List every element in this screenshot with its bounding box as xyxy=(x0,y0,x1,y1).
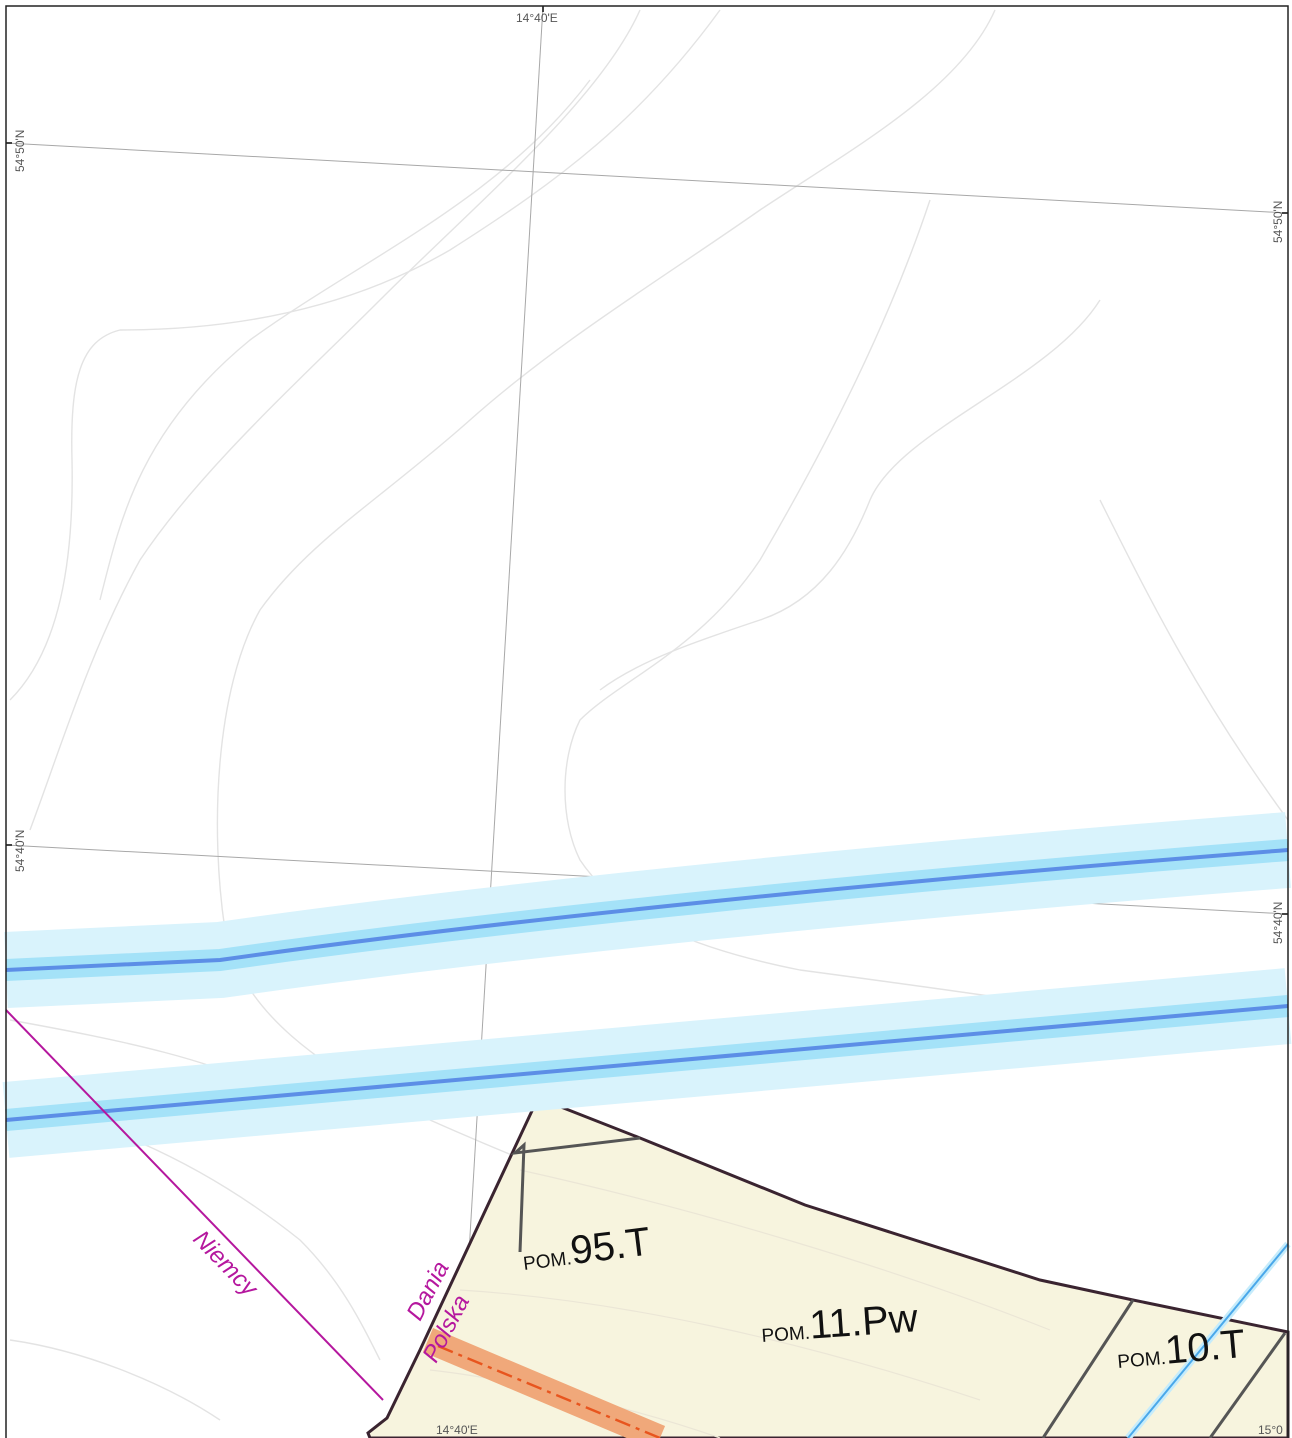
pipeline-upper xyxy=(5,848,1289,972)
pipeline-lower xyxy=(5,1004,1289,1122)
coord-lon-top: 14°40'E xyxy=(516,11,558,25)
pipelines xyxy=(2,812,1292,1158)
coord-lat-left-upper: 54°50'N xyxy=(13,130,27,172)
area-pom-10-t-boundary-right xyxy=(1208,1332,1287,1438)
lat-line-54-50 xyxy=(5,142,1289,214)
coord-lat-left-lower: 54°40'N xyxy=(13,830,27,872)
area-label-pom-10-t: POM.10.T xyxy=(1115,1322,1247,1377)
coord-lon-bottom-right: 15°0 xyxy=(1258,1423,1283,1437)
frame-ticks xyxy=(6,6,1288,915)
area-pom-95-t-boundary xyxy=(510,1136,641,1253)
svg-text:POM.11.Pw: POM.11.Pw xyxy=(760,1296,920,1351)
map-frame xyxy=(5,5,1289,1438)
cable-corridor xyxy=(422,1328,666,1438)
state-borders xyxy=(5,1009,384,1401)
lon-line-14-40 xyxy=(457,5,544,1438)
border-de-pl xyxy=(5,1009,384,1401)
area-pom-10-t-boundary-left xyxy=(1041,1299,1135,1438)
coord-lat-right-lower: 54°40'N xyxy=(1271,902,1285,944)
svg-text:POM.10.T: POM.10.T xyxy=(1115,1322,1247,1377)
area-label-pom-11-pw: POM.11.Pw xyxy=(760,1296,920,1351)
coord-lon-bottom: 14°40'E xyxy=(436,1423,478,1437)
cable-lines-blue xyxy=(1125,1241,1291,1438)
coord-lat-right-upper: 54°50'N xyxy=(1271,201,1285,243)
